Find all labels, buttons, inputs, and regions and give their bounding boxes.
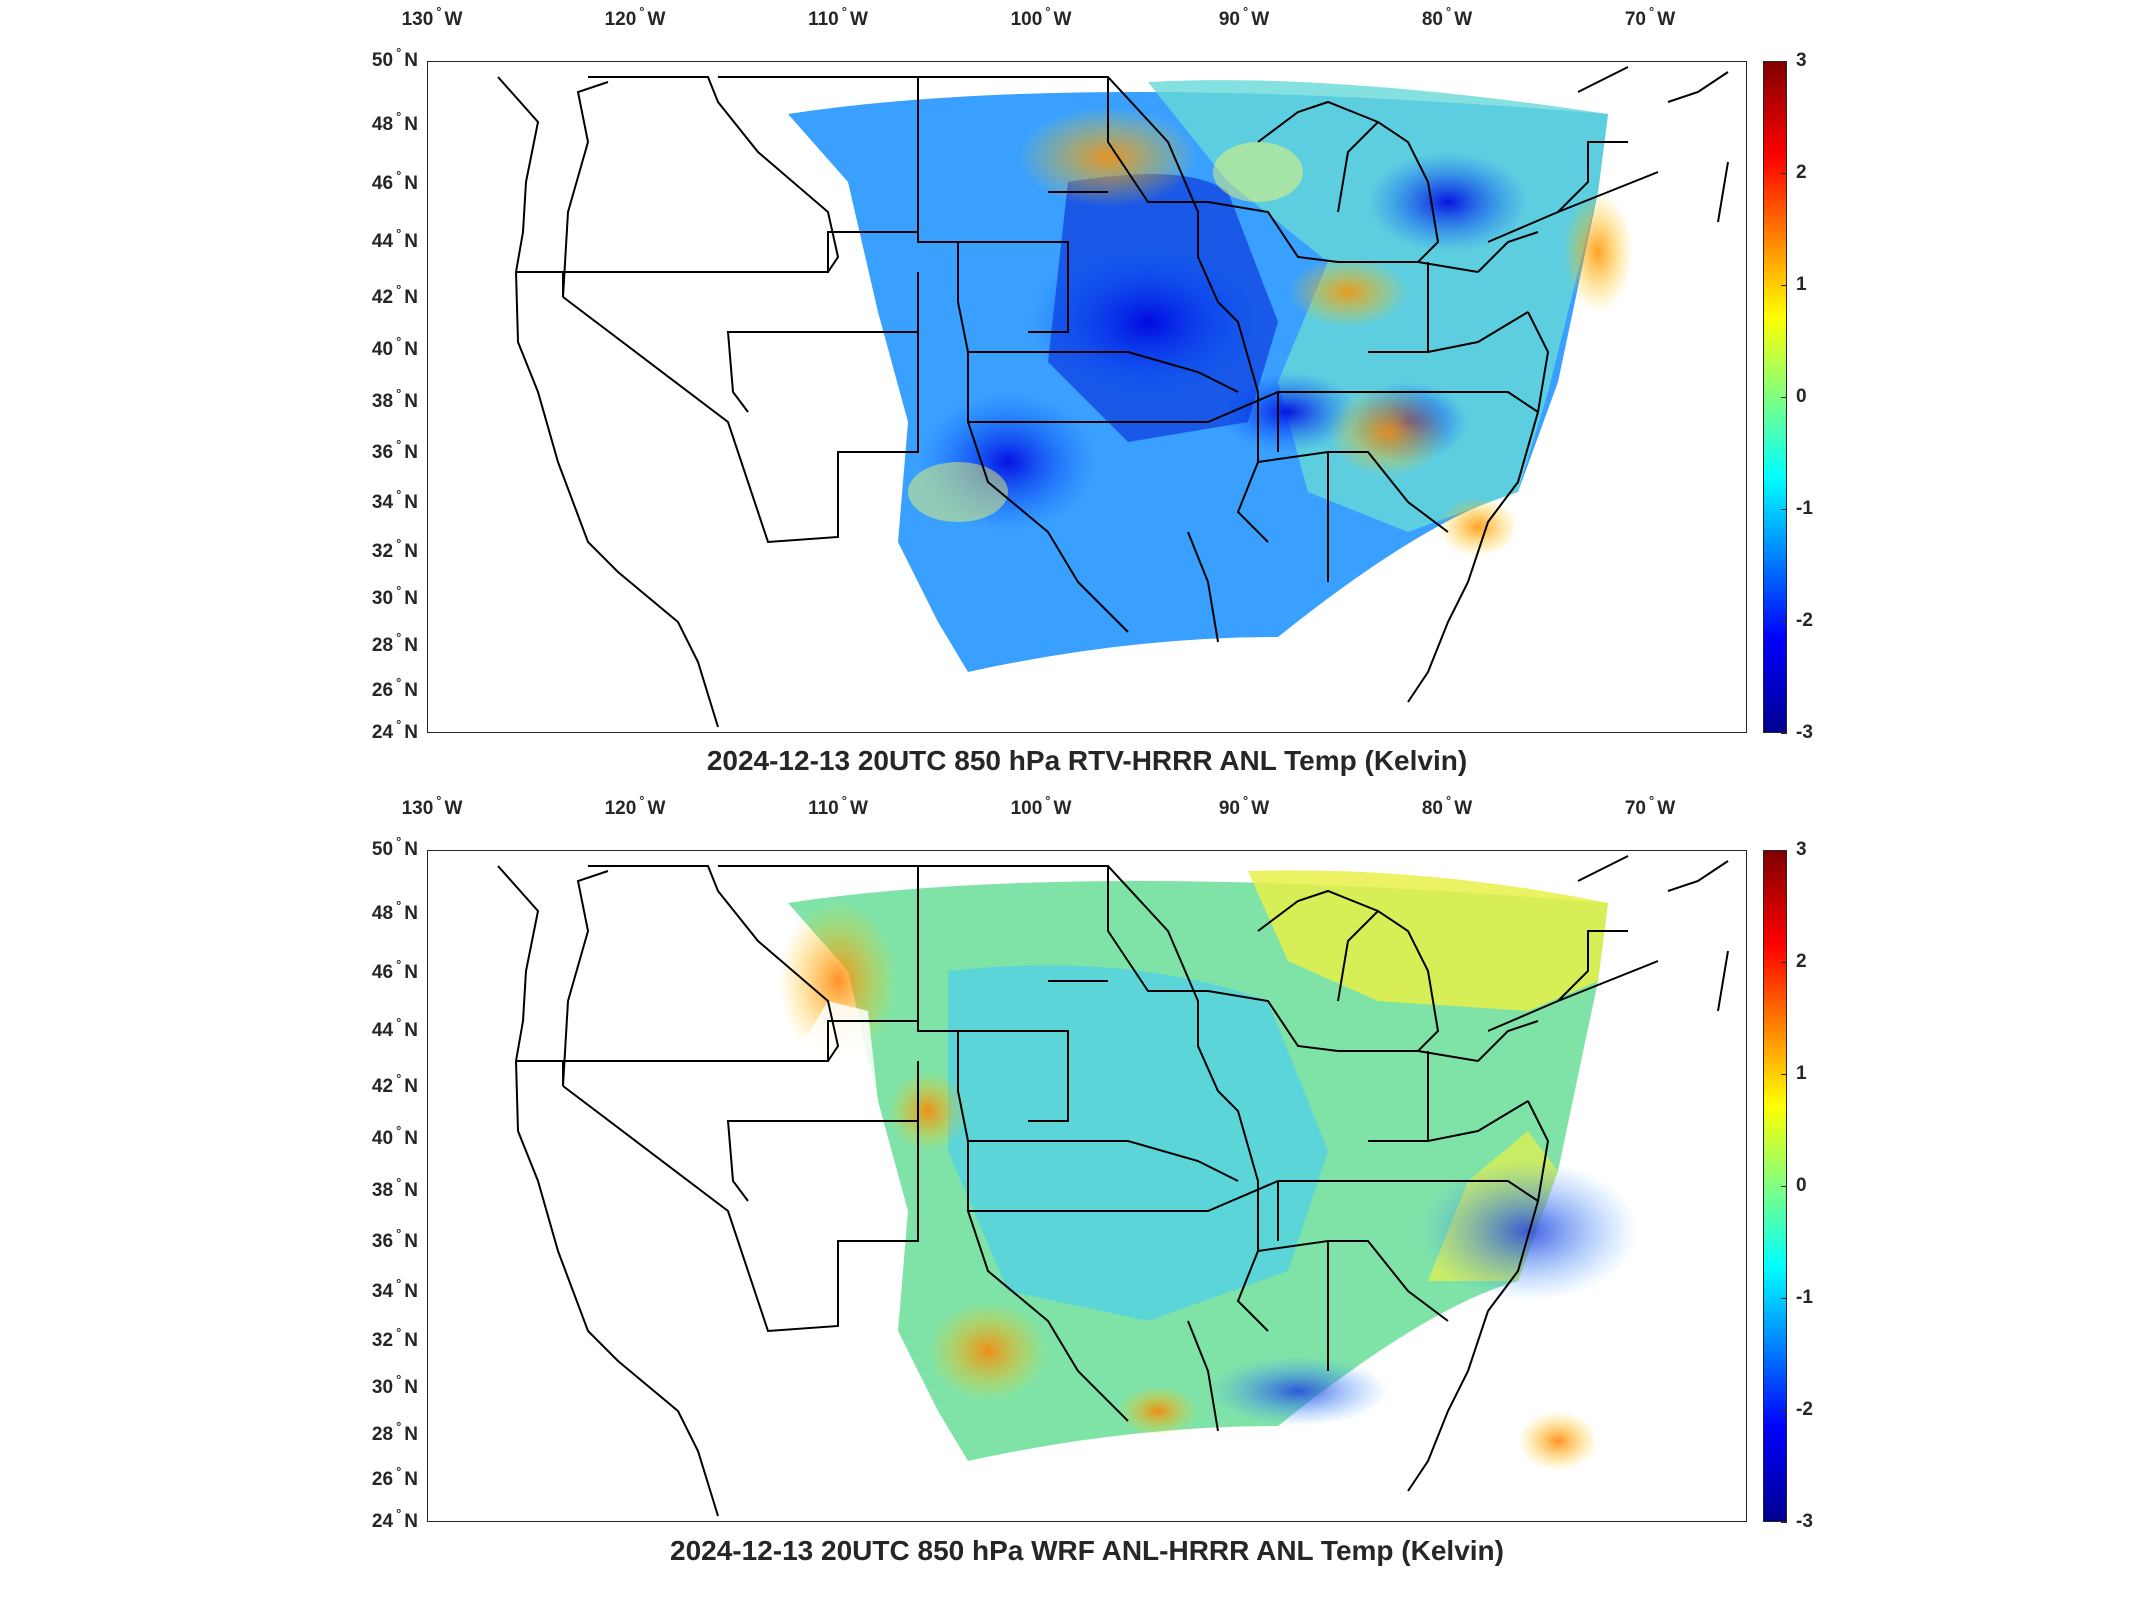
colorbar-tick-mark (1781, 621, 1787, 622)
lat-tick-label: 44 ° N (371, 1015, 418, 1042)
lon-tick-label: 80 ° W (1421, 4, 1473, 30)
lat-tick-label: 38 ° N (371, 1175, 418, 1202)
lat-tick-label: 24 ° N (371, 717, 418, 743)
colorbar-tick-label: 2 (1796, 162, 1807, 183)
colorbar-tick-label: -1 (1796, 1287, 1813, 1308)
lat-tick-label: 50 ° N (371, 834, 418, 860)
lon-tick-label: 130 ° W (401, 4, 463, 30)
lon-tick-label: 120 ° W (604, 793, 666, 819)
colorbar-tick-mark (1781, 397, 1787, 398)
colorbar-tick-mark (1781, 285, 1787, 286)
lat-tick-label: 42 ° N (371, 1070, 418, 1097)
lat-tick-label: 34 ° N (371, 1276, 418, 1303)
colorbar-tick-mark (1781, 61, 1787, 62)
colorbar-tick-label: 1 (1796, 274, 1807, 295)
colorbar-tick-mark (1781, 962, 1787, 963)
colorbar-tick-mark (1781, 173, 1787, 174)
lon-tick-label: 100 ° W (1010, 793, 1072, 819)
lon-tick-label: 80 ° W (1421, 793, 1473, 819)
colorbar-tick-label: 1 (1796, 1063, 1807, 1084)
colorbar-tick-mark (1781, 1298, 1787, 1299)
map-plot-area (427, 850, 1747, 1522)
lat-tick-label: 30 ° N (371, 1371, 418, 1398)
state-boundaries (497, 855, 1729, 1517)
colorbar-tick-mark (1781, 1074, 1787, 1075)
lat-tick-label: 46 ° N (371, 167, 418, 194)
lat-tick-label: 30 ° N (371, 582, 418, 609)
lat-tick-label: 40 ° N (371, 333, 418, 360)
colorbar-tick-label: 2 (1796, 951, 1807, 972)
lat-tick-label: 48 ° N (371, 108, 418, 135)
lon-tick-label: 100 ° W (1010, 4, 1072, 30)
lat-tick-label: 32 ° N (371, 536, 418, 563)
lat-tick-label: 26 ° N (371, 1464, 418, 1491)
lat-tick-label: 28 ° N (371, 629, 418, 656)
colorbar-tick-mark (1781, 1522, 1787, 1523)
lat-tick-label: 36 ° N (371, 437, 418, 464)
map-plot-area (427, 61, 1747, 733)
lat-tick-label: 24 ° N (371, 1506, 418, 1532)
colorbar-tick-label: 0 (1796, 386, 1807, 407)
lat-tick-label: 42 ° N (371, 281, 418, 308)
lon-tick-label: 130 ° W (401, 793, 463, 819)
colorbar-tick-label: -3 (1796, 722, 1813, 743)
colorbar-tick-mark (1781, 733, 1787, 734)
lat-tick-label: 34 ° N (371, 487, 418, 514)
colorbar-tick-mark (1781, 509, 1787, 510)
lon-tick-label: 90 ° W (1218, 793, 1270, 819)
lon-tick-label: 70 ° W (1624, 4, 1676, 30)
panel-title: 2024-12-13 20UTC 850 hPa RTV-HRRR ANL Te… (706, 745, 1468, 776)
map-svg (497, 66, 1729, 728)
state-boundaries (497, 66, 1729, 728)
lat-tick-label: 32 ° N (371, 1325, 418, 1352)
lat-tick-label: 46 ° N (371, 956, 418, 983)
lat-tick-label: 40 ° N (371, 1122, 418, 1149)
lat-tick-label: 28 ° N (371, 1418, 418, 1445)
colorbar-tick-mark (1781, 1186, 1787, 1187)
lat-tick-label: 26 ° N (371, 675, 418, 702)
colorbar-tick-label: 0 (1796, 1175, 1807, 1196)
lat-tick-label: 38 ° N (371, 386, 418, 413)
lon-tick-label: 70 ° W (1624, 793, 1676, 819)
colorbar-tick-label: 3 (1796, 839, 1807, 860)
lat-tick-label: 44 ° N (371, 226, 418, 253)
map-svg (497, 855, 1729, 1517)
colorbar-tick-mark (1781, 1410, 1787, 1411)
lon-tick-label: 90 ° W (1218, 4, 1270, 30)
colorbar-tick-label: -2 (1796, 610, 1813, 631)
lon-tick-label: 120 ° W (604, 4, 666, 30)
colorbar-tick-label: -3 (1796, 1511, 1813, 1532)
lon-tick-label: 110 ° W (808, 4, 868, 30)
panel-title: 2024-12-13 20UTC 850 hPa WRF ANL-HRRR AN… (670, 1535, 1504, 1566)
lat-tick-label: 36 ° N (371, 1226, 418, 1253)
colorbar-tick-label: -1 (1796, 498, 1813, 519)
lat-tick-label: 48 ° N (371, 897, 418, 924)
colorbar-tick-label: -2 (1796, 1399, 1813, 1420)
colorbar-tick-label: 3 (1796, 50, 1807, 71)
lon-tick-label: 110 ° W (808, 793, 868, 819)
lat-tick-label: 50 ° N (371, 45, 418, 71)
colorbar-tick-mark (1781, 850, 1787, 851)
